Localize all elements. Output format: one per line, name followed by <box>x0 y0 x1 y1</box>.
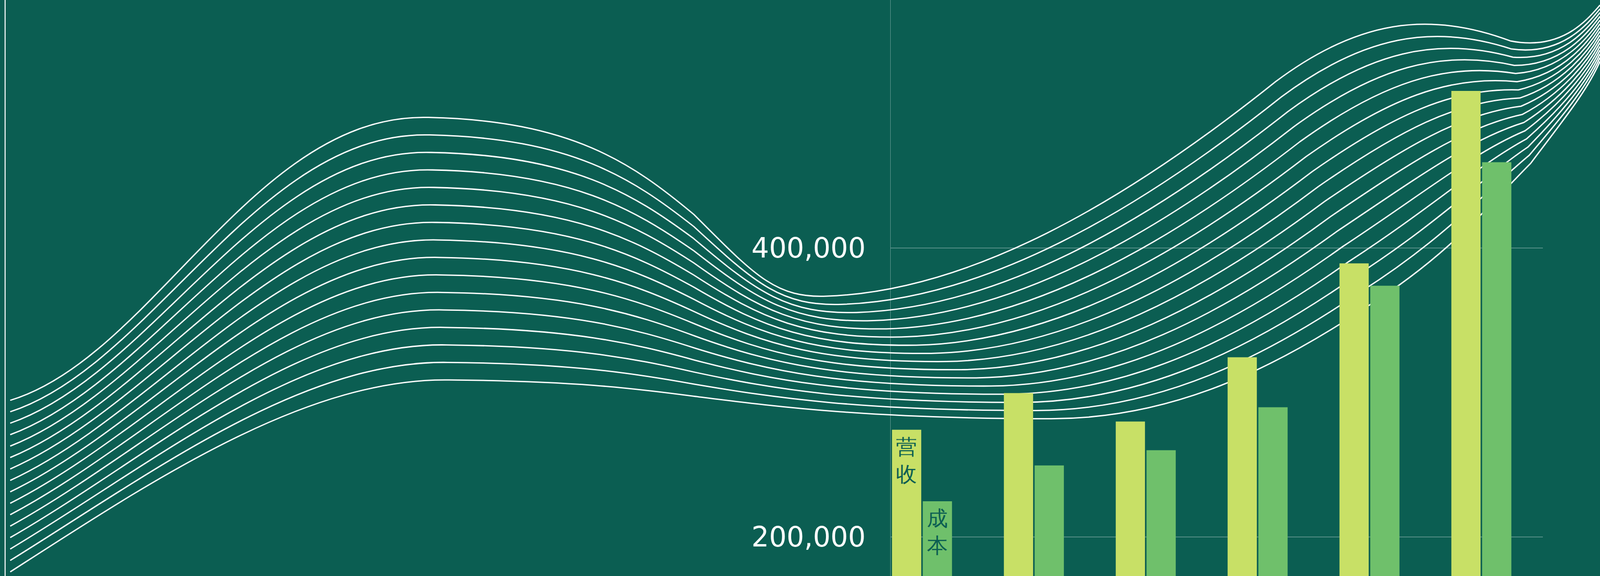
svg-text:200,000: 200,000 <box>751 520 866 554</box>
svg-text:营收: 营收 <box>895 434 917 487</box>
svg-text:成本: 成本 <box>926 506 948 558</box>
svg-text:400,000: 400,000 <box>751 231 866 265</box>
